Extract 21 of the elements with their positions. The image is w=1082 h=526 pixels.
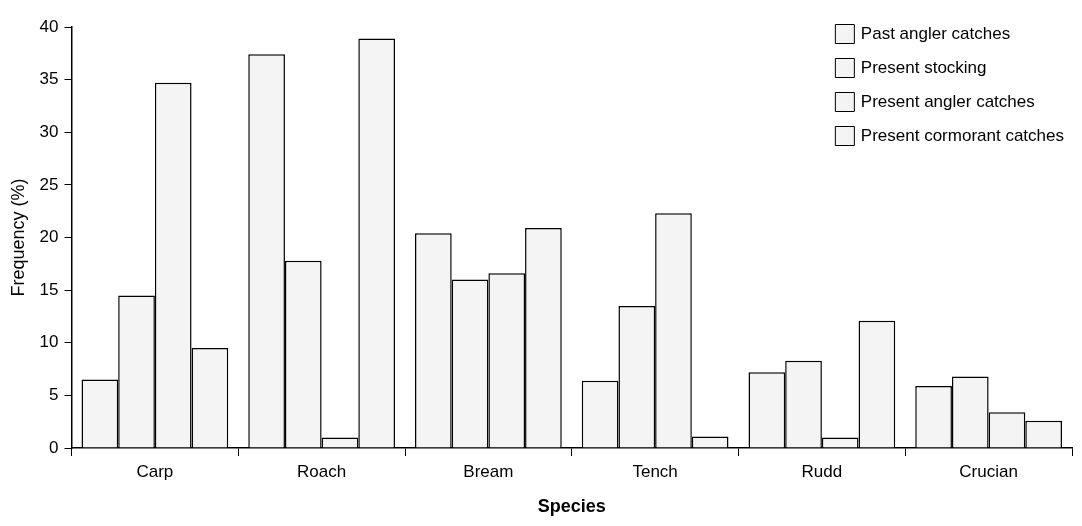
x-tick-label: Roach xyxy=(297,461,347,481)
x-tick-label: Carp xyxy=(136,461,174,481)
x-axis-title: Species xyxy=(537,496,606,517)
legend-label: Present cormorant catches xyxy=(860,125,1065,145)
x-tick-label: Bream xyxy=(463,461,514,481)
y-tick-label: 5 xyxy=(49,385,59,405)
x-tick-label: Rudd xyxy=(801,461,843,481)
legend-label: Present angler catches xyxy=(860,91,1035,111)
x-tick-label: Tench xyxy=(632,461,678,481)
y-tick-label: 10 xyxy=(39,332,59,352)
y-tick-label: 35 xyxy=(39,69,59,89)
y-tick-label: 30 xyxy=(39,121,59,141)
y-axis-title: Frequency (%) xyxy=(7,178,28,297)
legend-label: Past angler catches xyxy=(860,23,1011,43)
legend-label: Present stocking xyxy=(860,57,987,77)
y-tick-label: 20 xyxy=(39,227,59,247)
x-tick-label: Crucian xyxy=(959,461,1018,481)
y-tick-label: 15 xyxy=(39,279,59,299)
y-tick-label: 40 xyxy=(39,16,59,36)
y-tick-label: 25 xyxy=(39,174,59,194)
y-tick-label: 0 xyxy=(49,437,59,457)
